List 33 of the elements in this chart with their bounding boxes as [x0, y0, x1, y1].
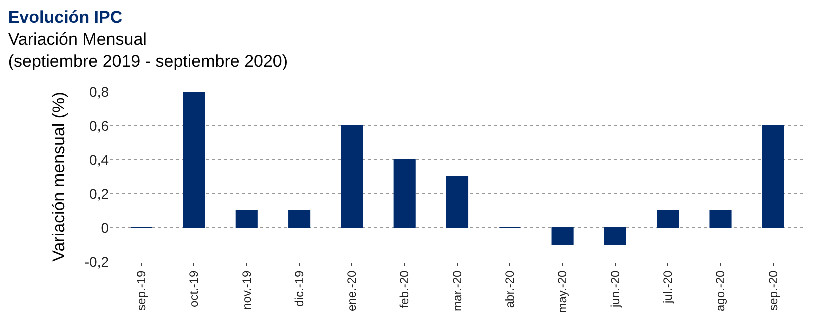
- bar: [446, 176, 469, 228]
- y-axis-title: Variación mensual (%): [49, 92, 68, 262]
- y-tick-label: -0,2: [84, 254, 110, 270]
- x-tick-label: nov.-19: [240, 270, 254, 310]
- bar: [236, 210, 258, 228]
- bar: [657, 210, 680, 228]
- bar: [710, 210, 732, 228]
- y-tick-label: 0,8: [90, 84, 110, 100]
- y-tick-label: 0,4: [90, 152, 110, 168]
- x-tick-label: dic.-19: [292, 270, 306, 307]
- x-tick-label: ago.-20: [714, 270, 728, 312]
- bar: [552, 228, 574, 246]
- x-tick-label: oct.-19: [187, 270, 202, 308]
- x-tick-label: feb.-20: [398, 270, 412, 308]
- chart-title: Evolución IPC: [8, 8, 123, 27]
- y-tick-label: 0: [101, 220, 110, 236]
- x-tick-label: abr.-20: [503, 270, 518, 308]
- x-tick-label: may.-20: [556, 270, 570, 314]
- x-tick-label: jul.-20: [661, 270, 676, 304]
- bar: [394, 160, 416, 228]
- x-tick-label: sep.-20: [766, 270, 780, 311]
- x-tick-label: mar.-20: [450, 270, 464, 312]
- x-tick-label: jun.-20: [608, 270, 622, 309]
- bar: [288, 210, 311, 228]
- bar: [762, 126, 784, 228]
- bar: [183, 92, 206, 228]
- y-tick-label: 0,2: [90, 186, 110, 202]
- bar: [341, 126, 364, 228]
- bar: [604, 228, 626, 246]
- y-tick-label: 0,6: [90, 118, 110, 134]
- x-tick-label: ene.-20: [345, 270, 360, 312]
- x-tick-label: sep.-19: [134, 270, 148, 311]
- chart-subtitle: Variación Mensual (septiembre 2019 - septiembre 2020): [8, 30, 288, 72]
